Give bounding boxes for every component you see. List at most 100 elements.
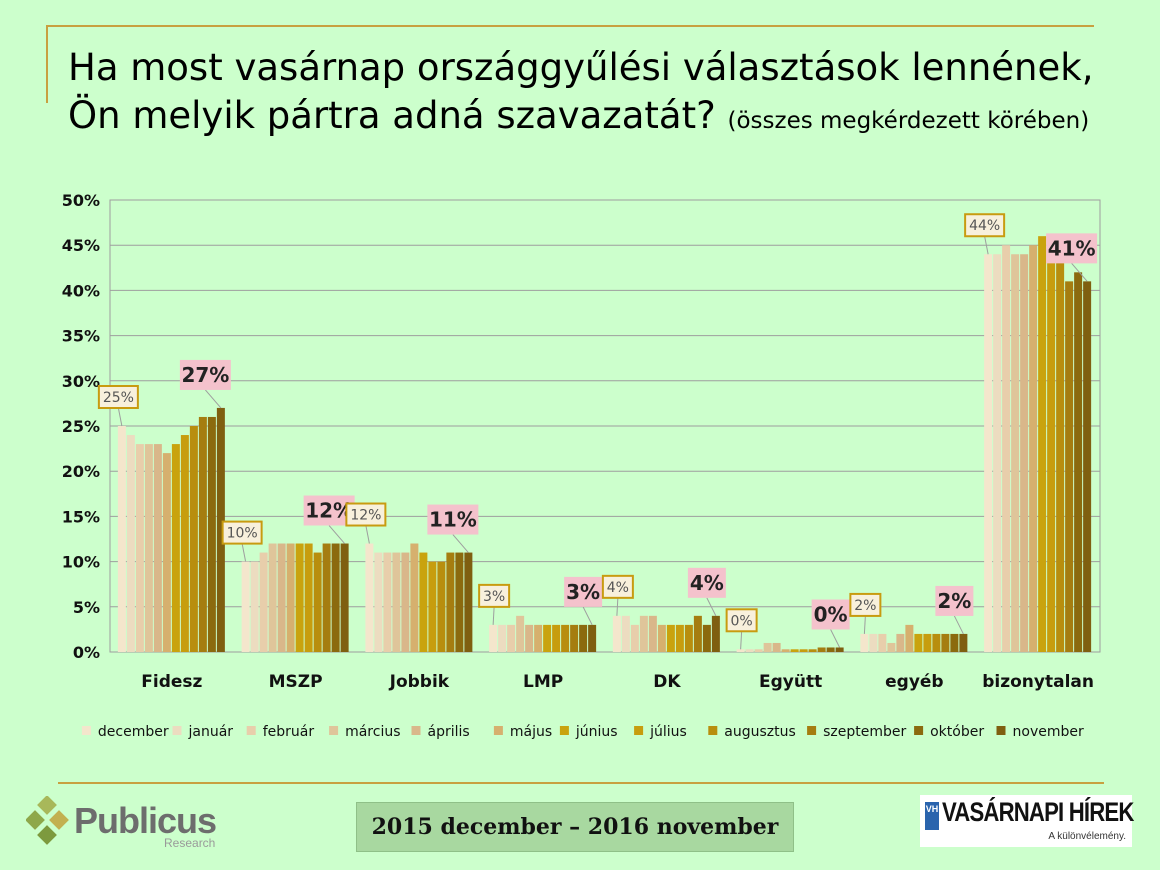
callout-label-first: 44% xyxy=(969,218,1000,234)
period-label: 2015 december – 2016 november xyxy=(356,802,794,852)
bar xyxy=(588,624,597,652)
bar xyxy=(878,633,887,652)
bar xyxy=(675,624,684,652)
bar xyxy=(144,444,153,652)
callout-label-last: 27% xyxy=(181,363,229,387)
bar xyxy=(941,633,950,652)
callout-leader-line xyxy=(984,236,989,255)
y-tick-label: 30% xyxy=(62,372,100,391)
callout-label-first: 0% xyxy=(731,613,753,629)
callout-leader-line xyxy=(1071,263,1088,282)
bar xyxy=(754,649,763,652)
bar xyxy=(489,624,498,652)
legend-label: január xyxy=(188,724,234,740)
legend-swatch xyxy=(996,726,1006,735)
bar xyxy=(498,624,507,652)
bar xyxy=(135,444,144,652)
legend-swatch xyxy=(559,726,569,735)
bar xyxy=(896,633,905,652)
bar xyxy=(1029,245,1038,652)
bar xyxy=(666,624,675,652)
bar xyxy=(525,624,534,652)
bar xyxy=(817,647,826,652)
bar xyxy=(180,435,189,652)
bar xyxy=(1047,236,1056,652)
callout-leader-line xyxy=(328,525,346,544)
bar xyxy=(702,624,711,652)
callout-label-last: 12% xyxy=(305,499,353,523)
legend-label: február xyxy=(263,724,315,740)
bar xyxy=(790,649,799,652)
bar xyxy=(295,543,304,652)
callout-box-first xyxy=(964,213,1006,238)
bar xyxy=(322,543,331,652)
y-tick-label: 5% xyxy=(73,598,100,617)
bar xyxy=(763,642,772,652)
callout-label-last: 2% xyxy=(937,589,971,613)
legend-label: november xyxy=(1013,724,1084,740)
legend-label: december xyxy=(98,724,169,740)
bar xyxy=(198,416,207,652)
title-line-1: Ha most vasárnap országgyűlési választás… xyxy=(68,46,1094,89)
bar xyxy=(781,649,790,652)
bar xyxy=(153,444,162,652)
bar xyxy=(1056,236,1065,652)
callout-label-first: 25% xyxy=(103,390,134,406)
legend-label: május xyxy=(510,724,552,740)
bar xyxy=(428,561,437,652)
bar xyxy=(693,615,702,652)
bar xyxy=(630,624,639,652)
x-category-label: bizonytalan xyxy=(982,672,1094,692)
y-tick-label: 0% xyxy=(73,643,100,662)
slide-title: Ha most vasárnap országgyűlési választás… xyxy=(68,44,1148,145)
callout-leader-line xyxy=(582,606,593,626)
publicus-name: Publicus xyxy=(74,800,217,841)
legend-swatch xyxy=(634,726,644,735)
callout-box-first xyxy=(221,520,263,545)
publicus-research: Research xyxy=(164,836,216,850)
bar xyxy=(1038,236,1047,652)
callout-box-last xyxy=(1046,233,1098,264)
callout-leader-line xyxy=(830,629,841,648)
bar xyxy=(1083,281,1092,652)
legend-swatch xyxy=(246,726,256,735)
legend-swatch xyxy=(172,726,182,735)
bar xyxy=(736,649,745,652)
callout-leader-line xyxy=(452,534,469,553)
bar xyxy=(860,633,869,652)
bar xyxy=(189,426,198,652)
callout-label-last: 41% xyxy=(1048,236,1096,260)
bar xyxy=(455,552,464,652)
publicus-logo: Publicus Research xyxy=(25,795,226,852)
bar xyxy=(905,624,914,652)
bar xyxy=(799,649,808,652)
y-tick-label: 20% xyxy=(62,462,100,481)
grouped-bar-chart: 0%5%10%15%20%25%30%35%40%45%50%Fidesz25%… xyxy=(62,191,1101,740)
x-category-label: Fidesz xyxy=(141,672,202,692)
x-category-label: MSZP xyxy=(269,672,323,692)
bar xyxy=(171,444,180,652)
legend-swatch xyxy=(81,726,91,735)
callout-box-first xyxy=(345,502,387,527)
x-category-label: LMP xyxy=(523,672,563,692)
bar xyxy=(711,615,720,652)
bar xyxy=(561,624,570,652)
bar xyxy=(1065,281,1074,652)
legend-swatch xyxy=(914,726,924,735)
bar xyxy=(331,543,340,652)
legend-swatch xyxy=(807,726,817,735)
legend-swatch xyxy=(411,726,421,735)
bar xyxy=(932,633,941,652)
callout-leader-line xyxy=(863,615,866,634)
bar xyxy=(835,647,844,652)
bar xyxy=(684,624,693,652)
bar xyxy=(869,633,878,652)
bar xyxy=(1074,272,1083,652)
bottom-accent-rule xyxy=(58,782,1104,784)
legend-label: szeptember xyxy=(823,724,906,740)
legend-swatch xyxy=(493,726,503,735)
bar xyxy=(117,426,126,652)
legend-swatch xyxy=(708,726,718,735)
bar xyxy=(401,552,410,652)
bar xyxy=(612,615,621,652)
